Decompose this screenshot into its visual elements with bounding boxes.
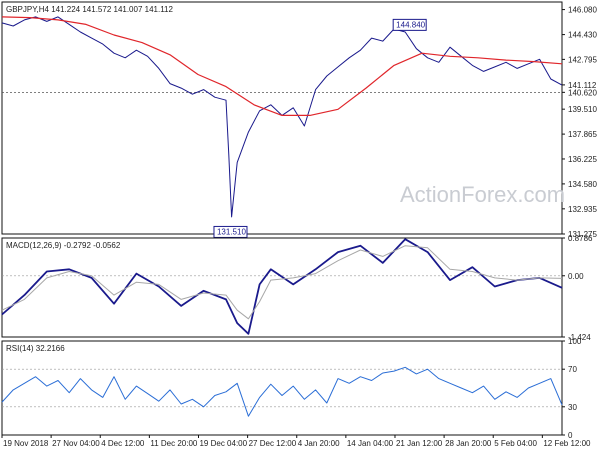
annotation-label: 131.510 (217, 227, 246, 236)
y-tick-label: 0.00 (568, 272, 584, 281)
annotation-box (213, 225, 248, 238)
reference-level-tick-label: 140.620 (568, 88, 597, 97)
y-tick-label: 131.275 (568, 230, 597, 239)
macd-panel: 0.8786 0.00 -1.424 MACD(12,26,9) -0.2792 -0… (1, 234, 593, 342)
y-tick-label: 70 (568, 365, 577, 374)
series-line-signal (1, 245, 563, 320)
panel-frame (1, 237, 563, 338)
y-tick-label: 139.510 (568, 105, 597, 114)
x-axis: 19 Nov 2018 27 Nov 04:00 4 Dec 12:00 11 Dec… (1, 435, 591, 448)
series-line-rsi (1, 366, 563, 417)
series-line-ma (1, 16, 563, 117)
y-tick-label: 30 (568, 403, 577, 412)
x-tick-label: 4 Jan 20:00 (298, 439, 340, 448)
y-tick-label: 0.8786 (568, 234, 593, 243)
x-tick-label: 28 Jan 20:00 (445, 439, 492, 448)
rsi-panel: 100 70 30 0 RSI(14) 32.2166 (1, 337, 582, 440)
panel-frame (1, 1, 563, 235)
y-tick-label: 142.795 (568, 55, 597, 64)
x-tick-label: 27 Dec 12:00 (249, 439, 297, 448)
y-tick-label: 100 (568, 337, 582, 346)
x-tick-label: 12 Feb 12:00 (543, 439, 591, 448)
x-tick-label: 27 Nov 04:00 (52, 439, 100, 448)
x-tick-label: 19 Dec 04:00 (199, 439, 247, 448)
x-tick-label: 21 Jan 12:00 (396, 439, 443, 448)
y-tick-label: 144.430 (568, 31, 597, 40)
watermark-text: ActionForex.com (400, 182, 565, 207)
panel-title: RSI(14) 32.2166 (6, 344, 65, 353)
x-tick-label: 19 Nov 2018 (3, 439, 49, 448)
panel-title: MACD(12,26,9) -0.2792 -0.0562 (6, 241, 121, 250)
panel-frame (1, 340, 563, 436)
x-tick-label: 5 Feb 04:00 (494, 439, 537, 448)
panel-title: GBPJPY,H4 141.224 141.572 141.007 141.11… (6, 5, 174, 14)
y-tick-label: 136.225 (568, 155, 597, 164)
series-line-price (1, 16, 563, 218)
y-tick-label: -1.424 (568, 333, 591, 342)
y-tick-label: 146.080 (568, 6, 597, 15)
series-line-macd (1, 238, 563, 335)
annotation-box (392, 18, 427, 31)
current-price-tick-label: 141.112 (568, 81, 597, 90)
x-tick-label: 14 Jan 04:00 (347, 439, 394, 448)
x-tick-label: 11 Dec 20:00 (150, 439, 198, 448)
x-tick-label: 4 Dec 12:00 (101, 439, 145, 448)
y-tick-label: 0 (568, 431, 573, 440)
y-tick-label: 132.935 (568, 205, 597, 214)
annotation-label: 144.840 (396, 20, 425, 29)
y-tick-label: 134.580 (568, 180, 597, 189)
y-tick-label: 137.865 (568, 130, 597, 139)
